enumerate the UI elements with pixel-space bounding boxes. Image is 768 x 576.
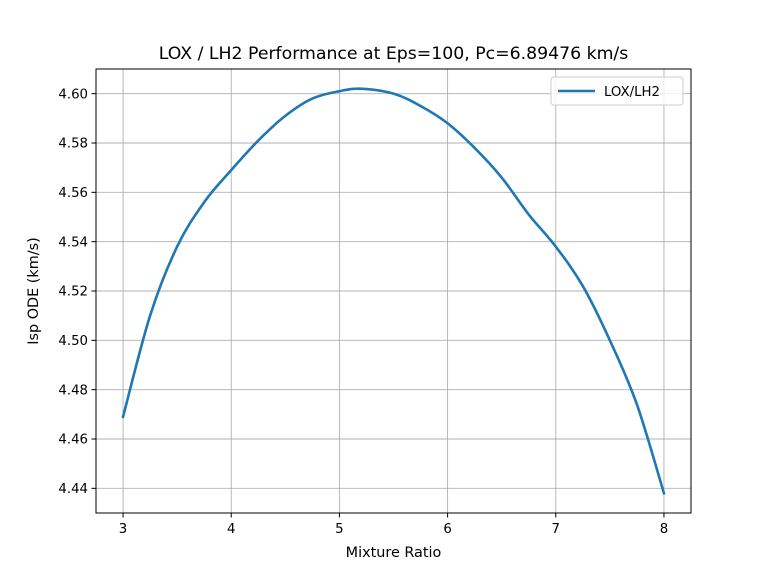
chart-title: LOX / LH2 Performance at Eps=100, Pc=6.8… — [159, 44, 629, 64]
y-tick-label: 4.46 — [58, 433, 88, 448]
y-tick-label: 4.50 — [58, 334, 88, 349]
x-axis: 3 4 5 6 7 8 — [119, 513, 668, 537]
y-tick-label: 4.48 — [58, 383, 88, 398]
y-axis: 4.44 4.46 4.48 4.50 4.52 4.54 4.56 4.58 4.60 — [58, 87, 96, 497]
y-tick-label: 4.52 — [58, 285, 88, 300]
y-tick-label: 4.56 — [58, 186, 88, 201]
legend-box — [550, 76, 684, 106]
x-tick-label: 8 — [660, 522, 668, 537]
x-tick-label: 7 — [552, 522, 560, 537]
y-tick-label: 4.54 — [58, 235, 88, 250]
legend: LOX/LH2 — [550, 76, 684, 106]
y-axis-label: Isp ODE (km/s) — [26, 237, 42, 344]
y-tick-label: 4.58 — [58, 137, 88, 152]
x-tick-label: 3 — [119, 522, 127, 537]
legend-label-lox-lh2: LOX/LH2 — [604, 85, 660, 100]
y-tick-label: 4.44 — [58, 482, 88, 497]
x-tick-label: 6 — [443, 522, 451, 537]
x-tick-label: 5 — [335, 522, 343, 537]
series-line-lox-lh2 — [121, 87, 666, 495]
series-layer — [121, 87, 666, 495]
x-axis-label: Mixture Ratio — [346, 545, 442, 561]
y-tick-label: 4.60 — [58, 87, 88, 102]
x-tick-label: 4 — [227, 522, 235, 537]
